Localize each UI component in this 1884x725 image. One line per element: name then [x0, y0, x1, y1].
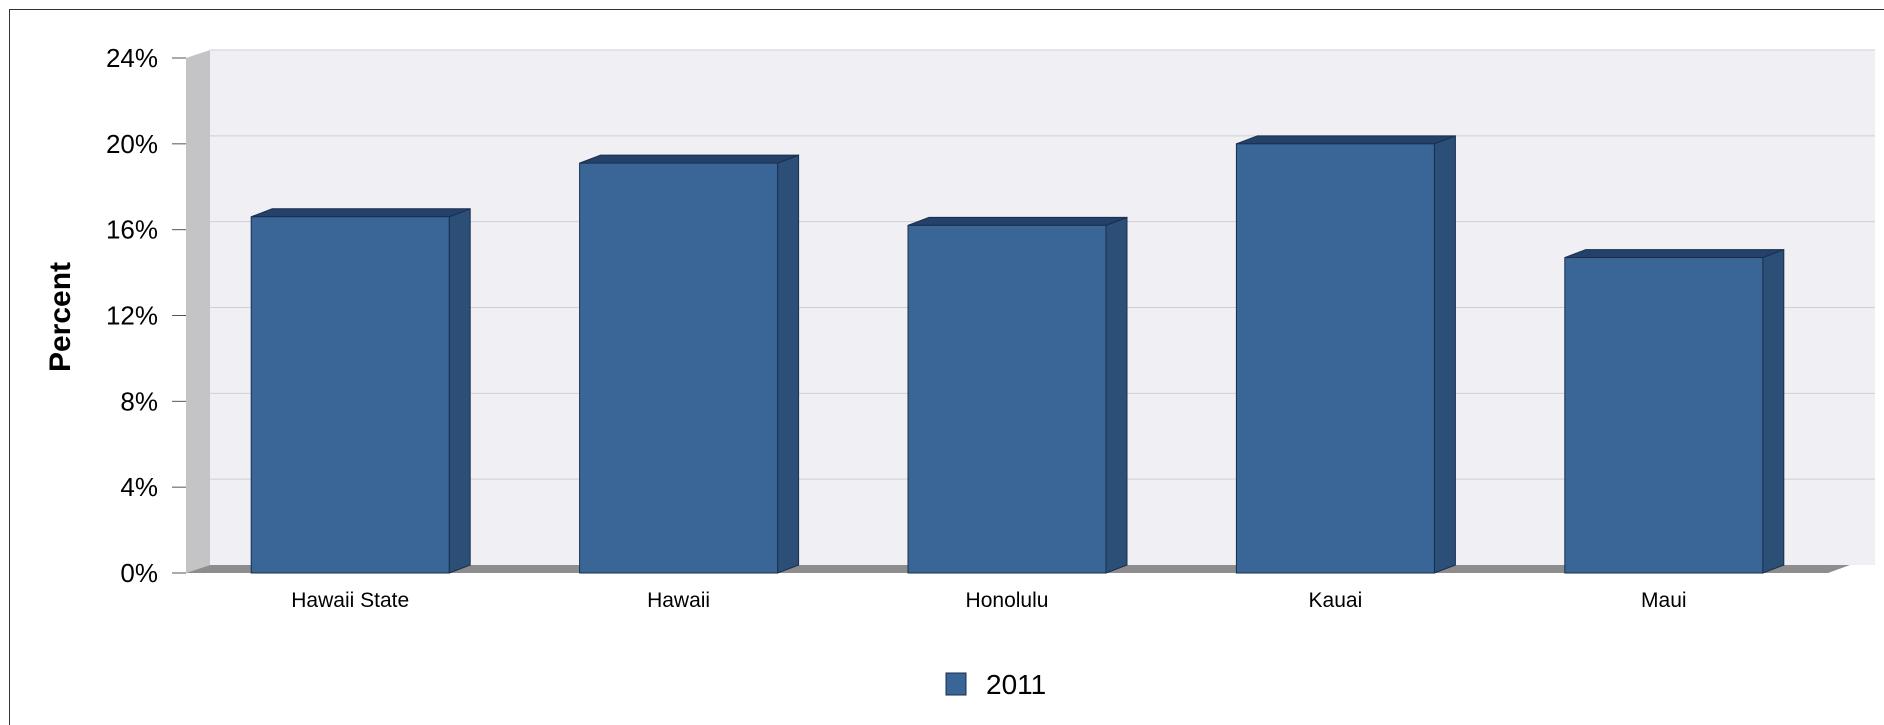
bar-front: [1235, 143, 1435, 574]
x-tick-label: Kauai: [1309, 589, 1363, 612]
bar-maui: [1564, 248, 1785, 574]
bar-side: [777, 154, 800, 574]
bar-side: [448, 208, 471, 574]
x-tick-label: Hawaii State: [291, 589, 409, 612]
y-axis-ticks: 0% 4% 8% 12% 16% 20% 24%: [106, 43, 186, 588]
bar-top: [579, 154, 799, 164]
side-wall: [186, 50, 210, 573]
y-tick-label: 0%: [120, 558, 158, 588]
y-tick-label: 12%: [106, 301, 158, 331]
y-axis-title: Percent: [44, 262, 77, 372]
y-tick-label: 8%: [120, 386, 158, 416]
legend-swatch-2011: [945, 672, 967, 696]
bar-front: [250, 216, 450, 574]
x-tick-label: Hawaii: [647, 589, 710, 612]
bars: [250, 135, 1785, 574]
bar-top: [907, 216, 1128, 226]
bar-front: [579, 162, 779, 574]
bar-kauai: [1235, 135, 1456, 574]
x-tick-label: Maui: [1641, 589, 1687, 612]
bar-hawaii-state: [250, 208, 471, 574]
bar-top: [1564, 249, 1784, 259]
bar-front: [1564, 257, 1764, 574]
bar-side: [1762, 248, 1785, 574]
y-tick-label: 24%: [106, 43, 158, 73]
x-axis-labels: Hawaii State Hawaii Honolulu Kauai Maui: [291, 589, 1686, 612]
bar-top: [1236, 135, 1456, 145]
y-tick-label: 4%: [120, 472, 158, 502]
y-tick-label: 20%: [106, 129, 158, 159]
x-tick-label: Honolulu: [966, 589, 1049, 612]
bar-side: [1433, 135, 1456, 574]
bar-hawaii: [579, 154, 800, 574]
chart-frame: [9, 9, 1884, 725]
legend: 2011: [945, 669, 1046, 700]
bar-honolulu: [907, 216, 1128, 574]
legend-label-2011: 2011: [986, 669, 1046, 700]
bar-side: [1105, 216, 1128, 574]
y-tick-label: 16%: [106, 215, 158, 245]
bar-front: [907, 224, 1107, 574]
bar-top: [251, 208, 471, 218]
